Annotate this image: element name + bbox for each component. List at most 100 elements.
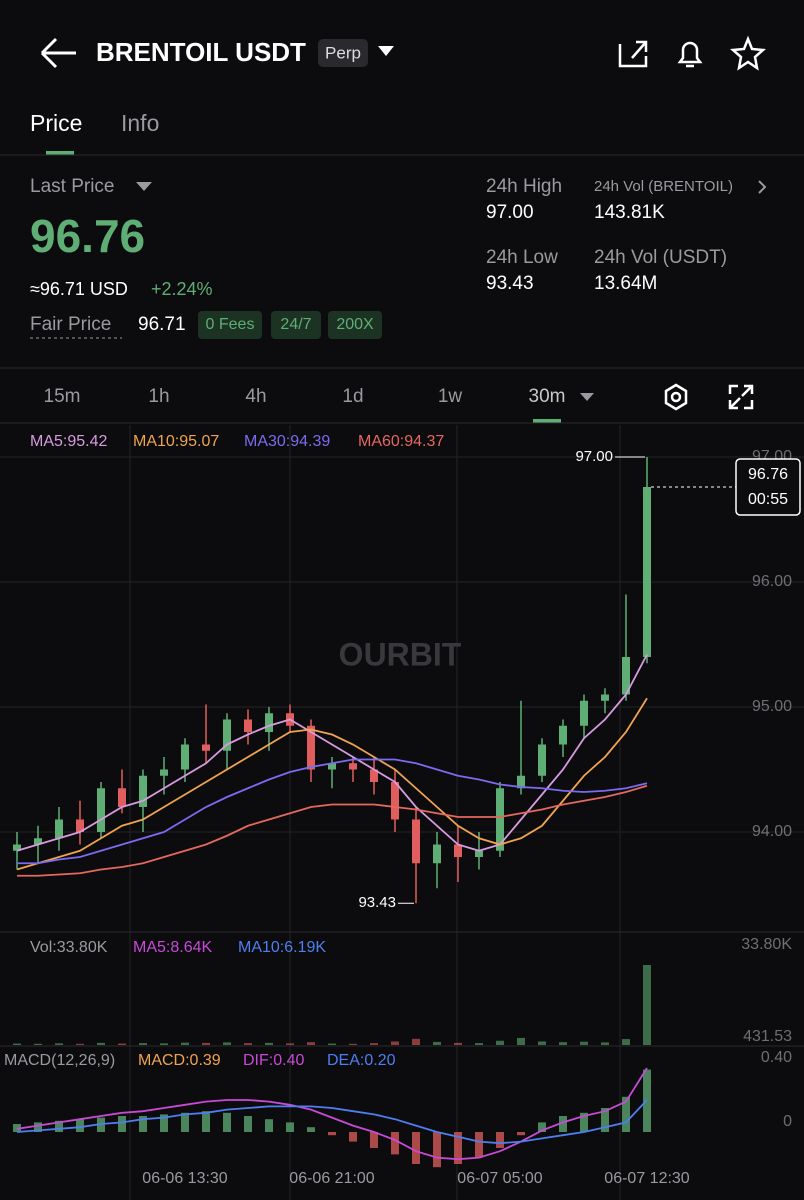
label[interactable]: Last Price xyxy=(30,176,114,197)
macd-bar xyxy=(244,1116,252,1132)
countdown: 00:55 xyxy=(748,491,788,508)
candle-body xyxy=(475,850,483,857)
candle-body xyxy=(580,700,588,726)
usd-price: ≈96.71 USD xyxy=(30,279,128,299)
macd-bar xyxy=(433,1132,441,1168)
badge-bg xyxy=(328,311,382,339)
macd-bar xyxy=(307,1127,315,1132)
macd-bar xyxy=(538,1122,546,1132)
candle-body xyxy=(97,788,105,832)
y-tick-label: 96.00 xyxy=(752,573,792,590)
macd-legend: DEA:0.20 xyxy=(327,1052,396,1069)
macd-bar xyxy=(370,1132,378,1148)
legend-entry: MA10:95.07 xyxy=(133,433,219,450)
candle-body xyxy=(538,744,546,776)
macd-legend: MACD:0.39 xyxy=(138,1052,221,1069)
macd-bar xyxy=(55,1120,63,1132)
badge-bg xyxy=(198,311,262,339)
volume-bar xyxy=(76,1043,84,1045)
interval[interactable]: 1w xyxy=(438,386,463,407)
fullscreen-icon[interactable] xyxy=(728,384,754,410)
interval[interactable]: 4h xyxy=(245,386,266,407)
macd-bar xyxy=(559,1116,567,1132)
volume-bar xyxy=(55,1043,63,1045)
stat-label[interactable]: 24h Vol (BRENTOIL) xyxy=(594,178,733,195)
volume-bar xyxy=(13,1043,21,1045)
label: Fair Price xyxy=(30,314,111,335)
volume-bar xyxy=(97,1042,105,1045)
macd-bar xyxy=(601,1108,609,1132)
volume-bar xyxy=(349,1043,357,1045)
volume-bar xyxy=(580,1041,588,1045)
volume-bar xyxy=(475,1043,483,1045)
macd-bar xyxy=(118,1116,126,1132)
volume-bar xyxy=(181,1042,189,1045)
stat-value: 97.00 xyxy=(486,202,534,223)
macd-bar xyxy=(223,1112,231,1132)
ma-line xyxy=(17,784,648,877)
interval[interactable]: 30m xyxy=(529,386,566,407)
badge: 200X xyxy=(336,316,374,333)
dropdown-arrow[interactable] xyxy=(580,393,594,401)
bell-icon[interactable] xyxy=(677,41,703,68)
candle-body xyxy=(391,782,399,820)
volume-bar xyxy=(601,1042,609,1045)
candle-body xyxy=(328,763,336,770)
back-button[interactable] xyxy=(40,37,76,69)
tab[interactable]: Info xyxy=(121,110,159,136)
star-icon[interactable] xyxy=(729,35,767,71)
interval[interactable]: 1h xyxy=(148,386,169,407)
candle-body xyxy=(265,713,273,732)
macd-tick-label: 0.40 xyxy=(761,1049,792,1066)
volume-bar xyxy=(391,1041,399,1045)
stat-value: 143.81K xyxy=(594,202,665,223)
symbol-title: BRENTOIL USDT xyxy=(96,37,306,67)
x-tick-label: 06-07 12:30 xyxy=(604,1170,690,1187)
candle-body xyxy=(433,844,441,864)
volume-legend: Vol:33.80K xyxy=(30,939,108,956)
candle-body xyxy=(349,763,357,770)
macd-bar xyxy=(391,1132,399,1155)
interval[interactable]: 15m xyxy=(44,386,81,407)
candle-body xyxy=(601,694,609,701)
tab[interactable]: Price xyxy=(30,110,82,136)
macd-bar xyxy=(496,1132,504,1148)
share-icon[interactable] xyxy=(618,40,648,68)
macd-bar xyxy=(412,1132,420,1164)
high-label: 97.00 xyxy=(575,448,613,465)
interval[interactable]: 1d xyxy=(342,386,363,407)
chevron[interactable] xyxy=(758,180,767,194)
symbol-dropdown[interactable] xyxy=(378,46,394,56)
dropdown-arrow[interactable] xyxy=(136,182,152,191)
volume-bar xyxy=(118,1043,126,1045)
macd-bar xyxy=(349,1132,357,1142)
candle-body xyxy=(454,844,462,857)
legend-entry: MA5:95.42 xyxy=(30,433,107,450)
volume-bar xyxy=(622,1039,630,1045)
volume-tick-label: 33.80K xyxy=(741,936,792,953)
perp-badge: Perp xyxy=(325,43,361,62)
low-label: 93.43 xyxy=(358,894,396,911)
legend-entry: MA60:94.37 xyxy=(358,433,444,450)
volume-bar xyxy=(559,1042,567,1045)
macd-legend: DIF:0.40 xyxy=(243,1052,304,1069)
candle-body xyxy=(244,719,252,732)
volume-bar xyxy=(412,1038,420,1045)
badge-bg xyxy=(318,39,368,67)
last-price-box xyxy=(735,458,801,516)
candle-body xyxy=(307,725,315,770)
plot: 97.00 96.00 95.00 94.00 06-06 13:30 06-06 21:… xyxy=(0,433,804,1187)
macd-bar xyxy=(139,1116,147,1132)
macd-bar xyxy=(202,1111,210,1132)
y-tick-label: 95.00 xyxy=(752,698,792,715)
candle-body xyxy=(622,657,630,695)
macd-legend: MACD(12,26,9) xyxy=(4,1052,115,1069)
volume-bar xyxy=(160,1043,168,1045)
x-tick-label: 06-06 13:30 xyxy=(142,1170,228,1187)
volume-bar xyxy=(265,1042,273,1045)
settings-icon[interactable] xyxy=(664,383,688,411)
badge-bg xyxy=(271,311,321,339)
candle-body xyxy=(76,819,84,832)
candle-body xyxy=(496,788,504,851)
